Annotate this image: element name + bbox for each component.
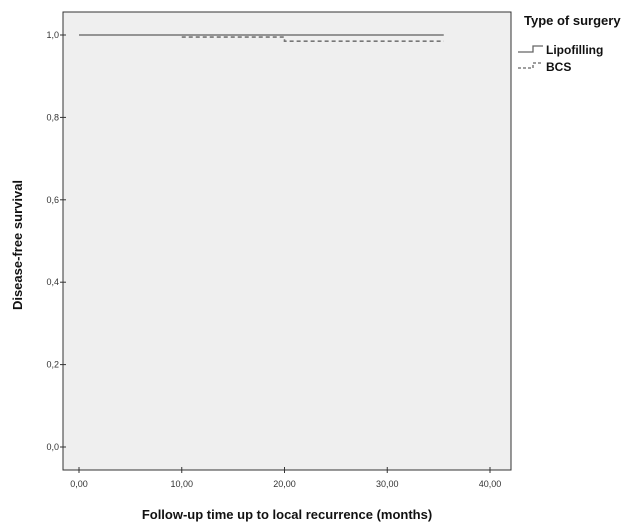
legend: Type of surgery Lipofilling BCS [518,13,621,74]
series-layer [79,34,444,42]
y-tick-label: 0,0 [46,442,59,452]
x-axis-title: Follow-up time up to local recurrence (m… [142,507,432,522]
y-tick-label: 1,0 [46,30,59,40]
plot-area [62,11,512,471]
legend-label-bcs: BCS [546,60,571,74]
y-tick-label: 0,4 [46,277,59,287]
y-axis-title: Disease-free survival [10,180,25,310]
x-tick-label: 0,00 [70,479,88,489]
y-tick-label: 0,2 [46,360,59,370]
legend-swatch-bcs [518,62,543,69]
legend-label-lipofilling: Lipofilling [546,43,603,57]
y-axis: 0,0 0,2 0,4 0,6 0,8 1,0 [46,30,66,452]
x-tick-label: 10,00 [170,479,193,489]
legend-title: Type of surgery [524,13,621,28]
x-tick-label: 40,00 [479,479,502,489]
legend-swatch-lipofilling [518,45,543,53]
y-tick-label: 0,6 [46,195,59,205]
y-tick-label: 0,8 [46,112,59,122]
x-axis: 0,00 10,00 20,00 30,00 40,00 [70,467,501,489]
x-tick-label: 20,00 [273,479,296,489]
x-tick-label: 30,00 [376,479,399,489]
series-line-bcs [181,36,444,42]
